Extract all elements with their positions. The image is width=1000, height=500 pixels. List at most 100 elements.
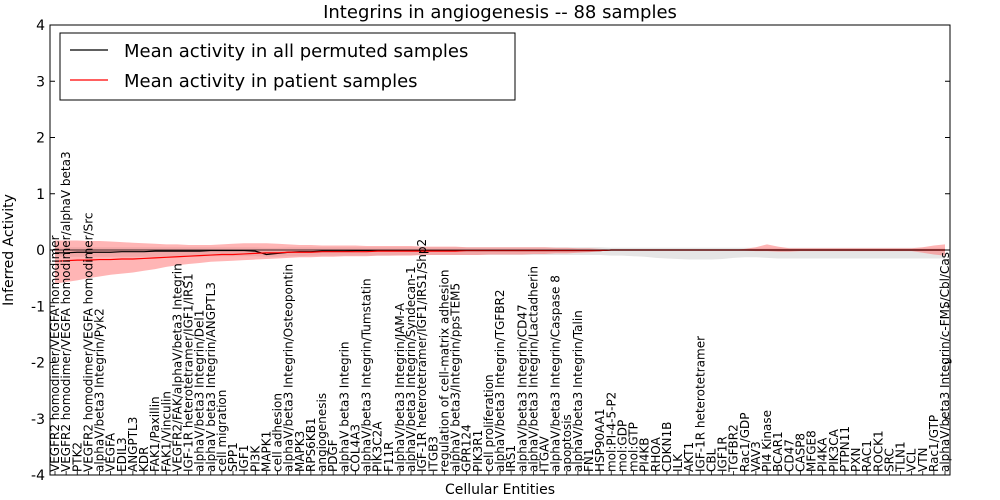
x-tick-label: RAC1	[860, 440, 874, 472]
x-tick-label: ROCK1	[871, 430, 885, 472]
x-tick-label: IGF-1R heterotetramer	[693, 336, 707, 472]
x-tick-label: CD47	[782, 439, 796, 472]
x-tick-label: mol:GTP	[627, 422, 641, 472]
x-tick-label: alphaV/beta3 Integrin/Syndecan-1	[404, 266, 418, 472]
x-tick-label: PI4KB	[638, 437, 652, 472]
y-tick-label: 1	[36, 187, 45, 203]
y-ticks: -4 -3 -2 -1 0 1 2 3 4	[31, 18, 950, 484]
x-tick-label: CBL	[704, 448, 718, 472]
x-tick-label: alphaV/beta3 Integrin/JAM-A	[393, 302, 407, 472]
x-tick-label: AKT1	[682, 442, 696, 472]
legend-label-permuted: Mean activity in all permuted samples	[124, 41, 468, 62]
x-tick-label: apoptosis	[560, 414, 574, 472]
x-tick-label: alphaV/beta3 Integrin/TGFBR2	[493, 289, 507, 472]
x-tick-label: MFGE8	[805, 430, 819, 472]
x-tick-label: PIK3C2A	[371, 421, 385, 472]
x-tick-label: VEGFR2 homodimer/VEGFA homodimer	[48, 235, 62, 472]
x-tick-label: alphaV/beta3 Integrin/Osteopontin	[282, 264, 296, 472]
x-tick-label: alphaV/beta3 Integrin/Tumstatin	[360, 278, 374, 472]
x-tick-label: mol:GDP	[615, 420, 629, 472]
patient-spread-band	[55, 240, 945, 284]
x-tick-label: alphaV beta3/Integrin/ppsTEM5	[449, 283, 463, 472]
x-tick-label: IGF-1R heterotetramer/IGF1/IRS1	[182, 273, 196, 472]
x-tick-label: VTN	[916, 447, 930, 472]
x-tick-label: COL4A3	[348, 424, 362, 472]
x-tick-label: PIK3R1	[471, 430, 485, 472]
x-tick-label: alphaV/beta3 Integrin/Pyk2	[93, 308, 107, 472]
x-tick-label: IGF1R	[716, 436, 730, 472]
x-tick-label: PTPN11	[838, 426, 852, 472]
x-tick-label: BCAR1	[771, 431, 785, 472]
x-tick-label: KDR	[137, 447, 151, 472]
x-tick-label: FAK1/Vinculin	[159, 391, 173, 472]
y-tick-label: 0	[36, 243, 45, 259]
y-tick-label: 4	[36, 18, 45, 34]
x-tick-label: PIK3CA	[827, 428, 841, 472]
y-tick-label: -1	[31, 299, 45, 315]
legend-box	[59, 32, 516, 101]
y-tick-label: 3	[36, 74, 45, 90]
x-tick-label: GPR124	[460, 424, 474, 472]
x-tick-label: MAPK3	[293, 431, 307, 472]
x-tick-label: IGF-1R heterotetramer/IGF1/IRS1/Shp2	[415, 239, 429, 472]
x-tick-label: PI4 Kinase	[760, 410, 774, 472]
x-tick-label: alphaV beta3 Integrin	[337, 341, 351, 472]
x-tick-label: alphaV/beta3 Integrin/Lactadherin	[526, 266, 540, 472]
x-tick-label: VEGFA	[104, 432, 118, 472]
x-tick-label: cell migration	[215, 390, 229, 472]
x-tick-label: alphaV/beta3 Integrin/Caspase 8	[549, 275, 563, 472]
legend: Mean activity in all permuted samples Me…	[59, 32, 516, 101]
y-tick-label: -4	[31, 468, 45, 484]
x-tick-label: cell adhesion	[271, 393, 285, 472]
x-tick-label: CASP8	[793, 433, 807, 472]
x-tick-label: IGF1	[237, 445, 251, 472]
legend-label-patient: Mean activity in patient samples	[124, 71, 418, 92]
x-tick-label: mol:PI-4-5-P2	[604, 392, 618, 472]
x-tick-label: VEGFR2/FAK/alphaV/beta3 Integrin	[170, 263, 184, 472]
x-tick-label: EDIL3	[115, 437, 129, 472]
x-tick-label: CDKN1B	[660, 422, 674, 472]
y-tick-label: -3	[31, 412, 45, 428]
x-tick-label: FN1	[582, 448, 596, 472]
x-tick-label: alphaV/beta3 Integrin/Talin	[571, 310, 585, 472]
x-tick-label: PI4KA	[816, 437, 830, 472]
x-tick-label: SRC	[882, 448, 896, 472]
x-tick-label: VCL	[905, 448, 919, 472]
x-tick-label: PI3K	[248, 445, 262, 472]
x-tick-label: cell proliferation	[482, 374, 496, 472]
x-tick-label: SPP1	[226, 442, 240, 472]
y-axis-label: Inferred Activity	[1, 194, 17, 306]
x-tick-label: HSP90AA1	[593, 408, 607, 472]
x-tick-label: ANGPTL3	[126, 417, 140, 472]
x-tick-label: VAV3	[749, 441, 763, 472]
x-tick-label: alphaV/beta3 Integrin/c-FMS/Cbl/Cas	[938, 252, 952, 472]
x-tick-label: alphaV/beta3 Integrin/Del1	[193, 310, 207, 472]
x-tick-label: ILK	[671, 453, 685, 472]
x-tick-label: ITGAV	[538, 435, 552, 472]
x-tick-label: VEGFR2 homodimer/VEGFA homodimer/Src	[81, 212, 95, 472]
x-tick-label: regulation of cell-matrix adhesion	[437, 269, 451, 472]
x-tick-label: angiogenesis	[315, 393, 329, 472]
x-tick-label: RHOA	[649, 436, 663, 472]
x-tick-label: alphaV/beta3 Integrin/CD47	[515, 304, 529, 472]
x-tick-label: PDGF	[326, 439, 340, 472]
x-tick-label: TLN1	[894, 441, 908, 473]
x-tick-label: VEGFR2 homodimer/VEGFA homodimer/alphaV …	[59, 151, 73, 472]
x-tick-label: Rac1/GTP	[927, 415, 941, 472]
y-tick-label: 2	[36, 131, 45, 147]
x-tick-label: TGFBR2	[727, 424, 741, 473]
plot-frame	[49, 24, 951, 476]
x-tick-label: IRS1	[504, 445, 518, 472]
x-axis-label: Cellular Entities	[445, 482, 555, 498]
x-tick-label: PTK2	[70, 442, 84, 472]
x-tick-label: ITGB3	[426, 436, 440, 472]
x-tick-label: PXN	[849, 448, 863, 472]
x-tick-label: RPS6KB1	[304, 417, 318, 472]
x-tick-label: alphaV beta3 Integrin/ANGPTL3	[204, 282, 218, 472]
x-tick-label: FAK1/Paxillin	[148, 396, 162, 472]
x-tick-label: Rac1/GDP	[738, 413, 752, 472]
x-tick-label: MAPK1	[259, 431, 273, 472]
x-tick-label: F11R	[382, 441, 396, 472]
